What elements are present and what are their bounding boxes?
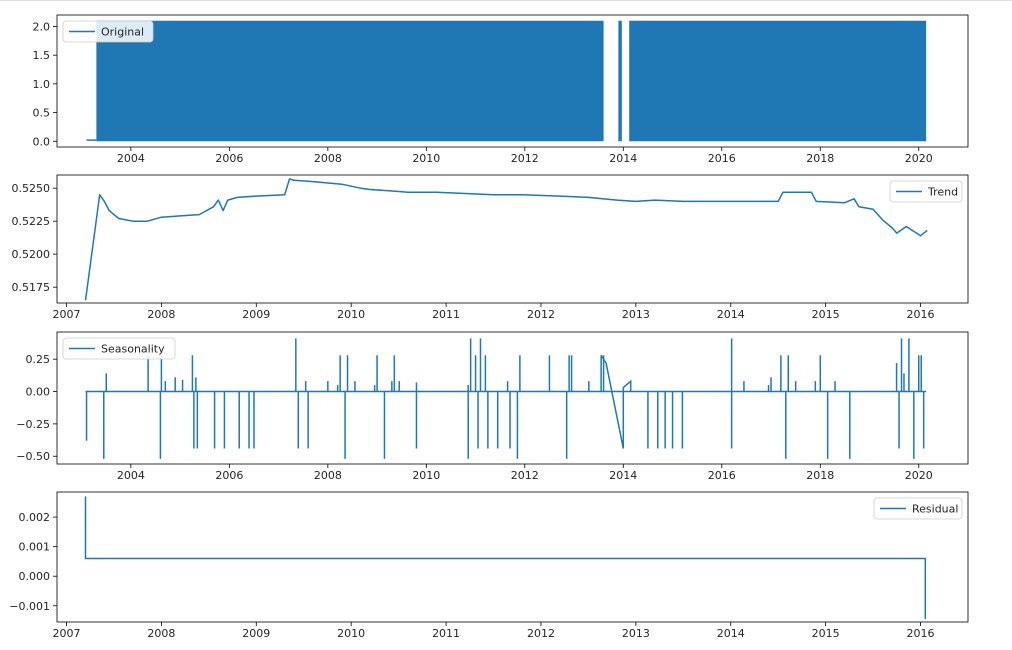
x-tick-label: 2015 — [812, 308, 840, 321]
legend: Residual — [874, 498, 962, 519]
axes-frame — [57, 492, 968, 622]
x-tick-label: 2009 — [242, 308, 270, 321]
x-tick-label: 2014 — [717, 308, 745, 321]
x-tick-label: 2004 — [117, 469, 145, 482]
x-tick-label: 2012 — [527, 308, 555, 321]
y-tick-label: 0.000 — [19, 570, 51, 583]
subplot-2: 2007 2008 2009 2010 2011 2012 2013 2014 2015 2016… — [12, 175, 969, 321]
x-tick-label: 2018 — [806, 469, 834, 482]
x-tick-label: 2006 — [215, 469, 243, 482]
x-tick-label: 2008 — [314, 469, 342, 482]
x-tick-label: 2009 — [242, 627, 270, 640]
series-line — [86, 179, 928, 300]
x-tick-label: 2012 — [511, 469, 539, 482]
x-tick-label: 2006 — [215, 152, 243, 165]
legend-label: Original — [101, 26, 144, 39]
series-fill-block — [96, 21, 603, 142]
plot-area — [87, 21, 927, 142]
x-tick-label: 2013 — [622, 627, 650, 640]
x-tick-label: 2008 — [314, 152, 342, 165]
y-tick-label: −0.001 — [9, 600, 50, 613]
y-tick-label: −0.50 — [16, 450, 50, 463]
y-tick-label: 0.002 — [19, 511, 51, 524]
y-tick-label: −0.25 — [16, 418, 50, 431]
y-tick-label: 0.001 — [19, 541, 51, 554]
y-tick-label: 2.0 — [33, 20, 51, 33]
legend-label: Trend — [927, 186, 958, 199]
legend: Original — [63, 21, 153, 42]
x-tick-label: 2016 — [907, 627, 935, 640]
x-tick-label: 2014 — [609, 152, 637, 165]
y-tick-label: 0.5225 — [12, 215, 51, 228]
x-tick-label: 2016 — [907, 308, 935, 321]
x-tick-label: 2007 — [52, 308, 80, 321]
x-tick-label: 2016 — [708, 469, 736, 482]
series-path — [601, 355, 631, 448]
series-fill-block — [618, 21, 621, 142]
plot-area — [86, 338, 927, 458]
x-tick-label: 2004 — [117, 152, 145, 165]
x-tick-label: 2007 — [52, 627, 80, 640]
plot-area — [86, 179, 928, 300]
x-tick-label: 2008 — [147, 308, 175, 321]
legend: Trend — [890, 181, 962, 202]
y-tick-label: 0.0 — [33, 135, 51, 148]
x-tick-label: 2014 — [609, 469, 637, 482]
x-tick-label: 2014 — [717, 627, 745, 640]
x-tick-label: 2010 — [337, 627, 365, 640]
x-tick-label: 2012 — [511, 152, 539, 165]
x-tick-label: 2011 — [432, 308, 460, 321]
y-tick-label: 0.00 — [26, 386, 51, 399]
y-tick-label: 0.5250 — [12, 182, 51, 195]
x-tick-label: 2010 — [337, 308, 365, 321]
x-tick-label: 2016 — [708, 152, 736, 165]
legend-label: Seasonality — [101, 343, 165, 356]
y-tick-label: 0.5200 — [12, 248, 51, 261]
series-fill-block — [629, 21, 926, 142]
x-tick-label: 2011 — [432, 627, 460, 640]
y-tick-label: 1.5 — [33, 49, 51, 62]
y-tick-label: 1.0 — [33, 78, 51, 91]
x-tick-label: 2013 — [622, 308, 650, 321]
y-tick-label: 0.5175 — [12, 281, 51, 294]
x-tick-label: 2015 — [812, 627, 840, 640]
x-tick-label: 2012 — [527, 627, 555, 640]
x-tick-label: 2020 — [905, 469, 933, 482]
y-tick-label: 0.25 — [26, 353, 51, 366]
x-tick-label: 2020 — [905, 152, 933, 165]
x-tick-label: 2018 — [806, 152, 834, 165]
series-line — [86, 496, 926, 619]
subplot-4: 2007 2008 2009 2010 2011 2012 2013 2014 2015 2016… — [9, 492, 968, 640]
plot-area — [86, 496, 926, 619]
subplot-3: 2004 2006 2008 2010 2012 2014 2016 2018 2020 −0.5… — [16, 332, 968, 482]
x-tick-label: 2008 — [147, 627, 175, 640]
subplot-1: 2004 2006 2008 2010 2012 2014 2016 2018 2020 0.0 0… — [33, 15, 969, 165]
legend: Seasonality — [63, 338, 175, 359]
x-tick-label: 2010 — [412, 152, 440, 165]
y-tick-label: 0.5 — [33, 107, 51, 120]
x-tick-label: 2010 — [412, 469, 440, 482]
legend-label: Residual — [912, 503, 958, 516]
